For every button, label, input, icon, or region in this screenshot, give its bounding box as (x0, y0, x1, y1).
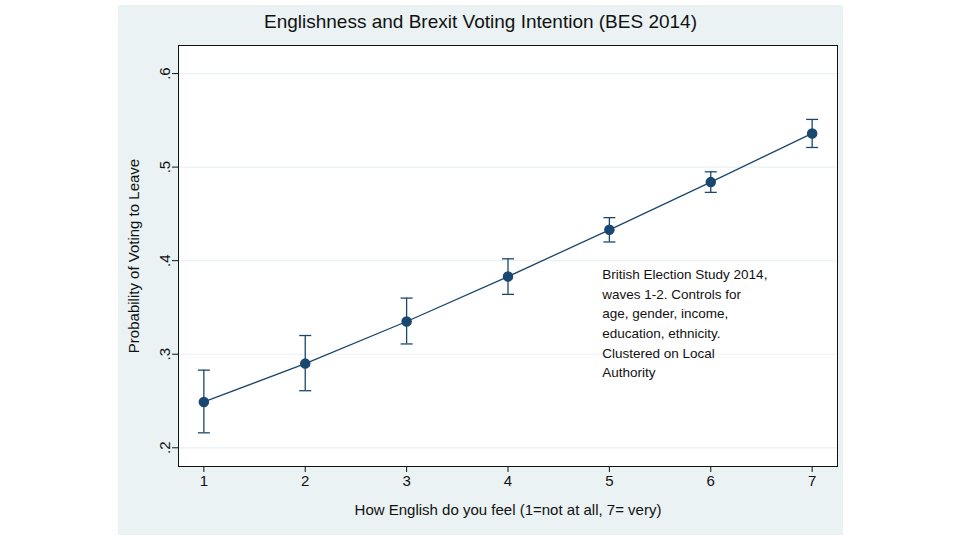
html-text:Englishness and Brexit Voting: Englishness and Brexit Voting Intention … (264, 11, 697, 32)
svg-text:1: 1 (200, 472, 208, 489)
svg-text:British Election Study 2014,wa: British Election Study 2014,waves 1-2. C… (601, 267, 767, 380)
svg-text:3: 3 (402, 472, 410, 489)
svg-text:7: 7 (808, 472, 816, 489)
svg-text:How English do you feel (1=not: How English do you feel (1=not at all, 7… (355, 501, 662, 518)
svg-text:.5: .5 (156, 161, 173, 174)
svg-text:.4: .4 (156, 254, 173, 267)
svg-text:2: 2 (301, 472, 309, 489)
svg-text:6: 6 (707, 472, 715, 489)
svg-text:.3: .3 (156, 348, 173, 361)
svg-text:4: 4 (504, 472, 512, 489)
svg-text:.2: .2 (156, 442, 173, 455)
svg-text:Probability of Voting to Leave: Probability of Voting to Leave (125, 159, 142, 353)
svg-text:.6: .6 (156, 67, 173, 80)
svg-text:5: 5 (605, 472, 613, 489)
